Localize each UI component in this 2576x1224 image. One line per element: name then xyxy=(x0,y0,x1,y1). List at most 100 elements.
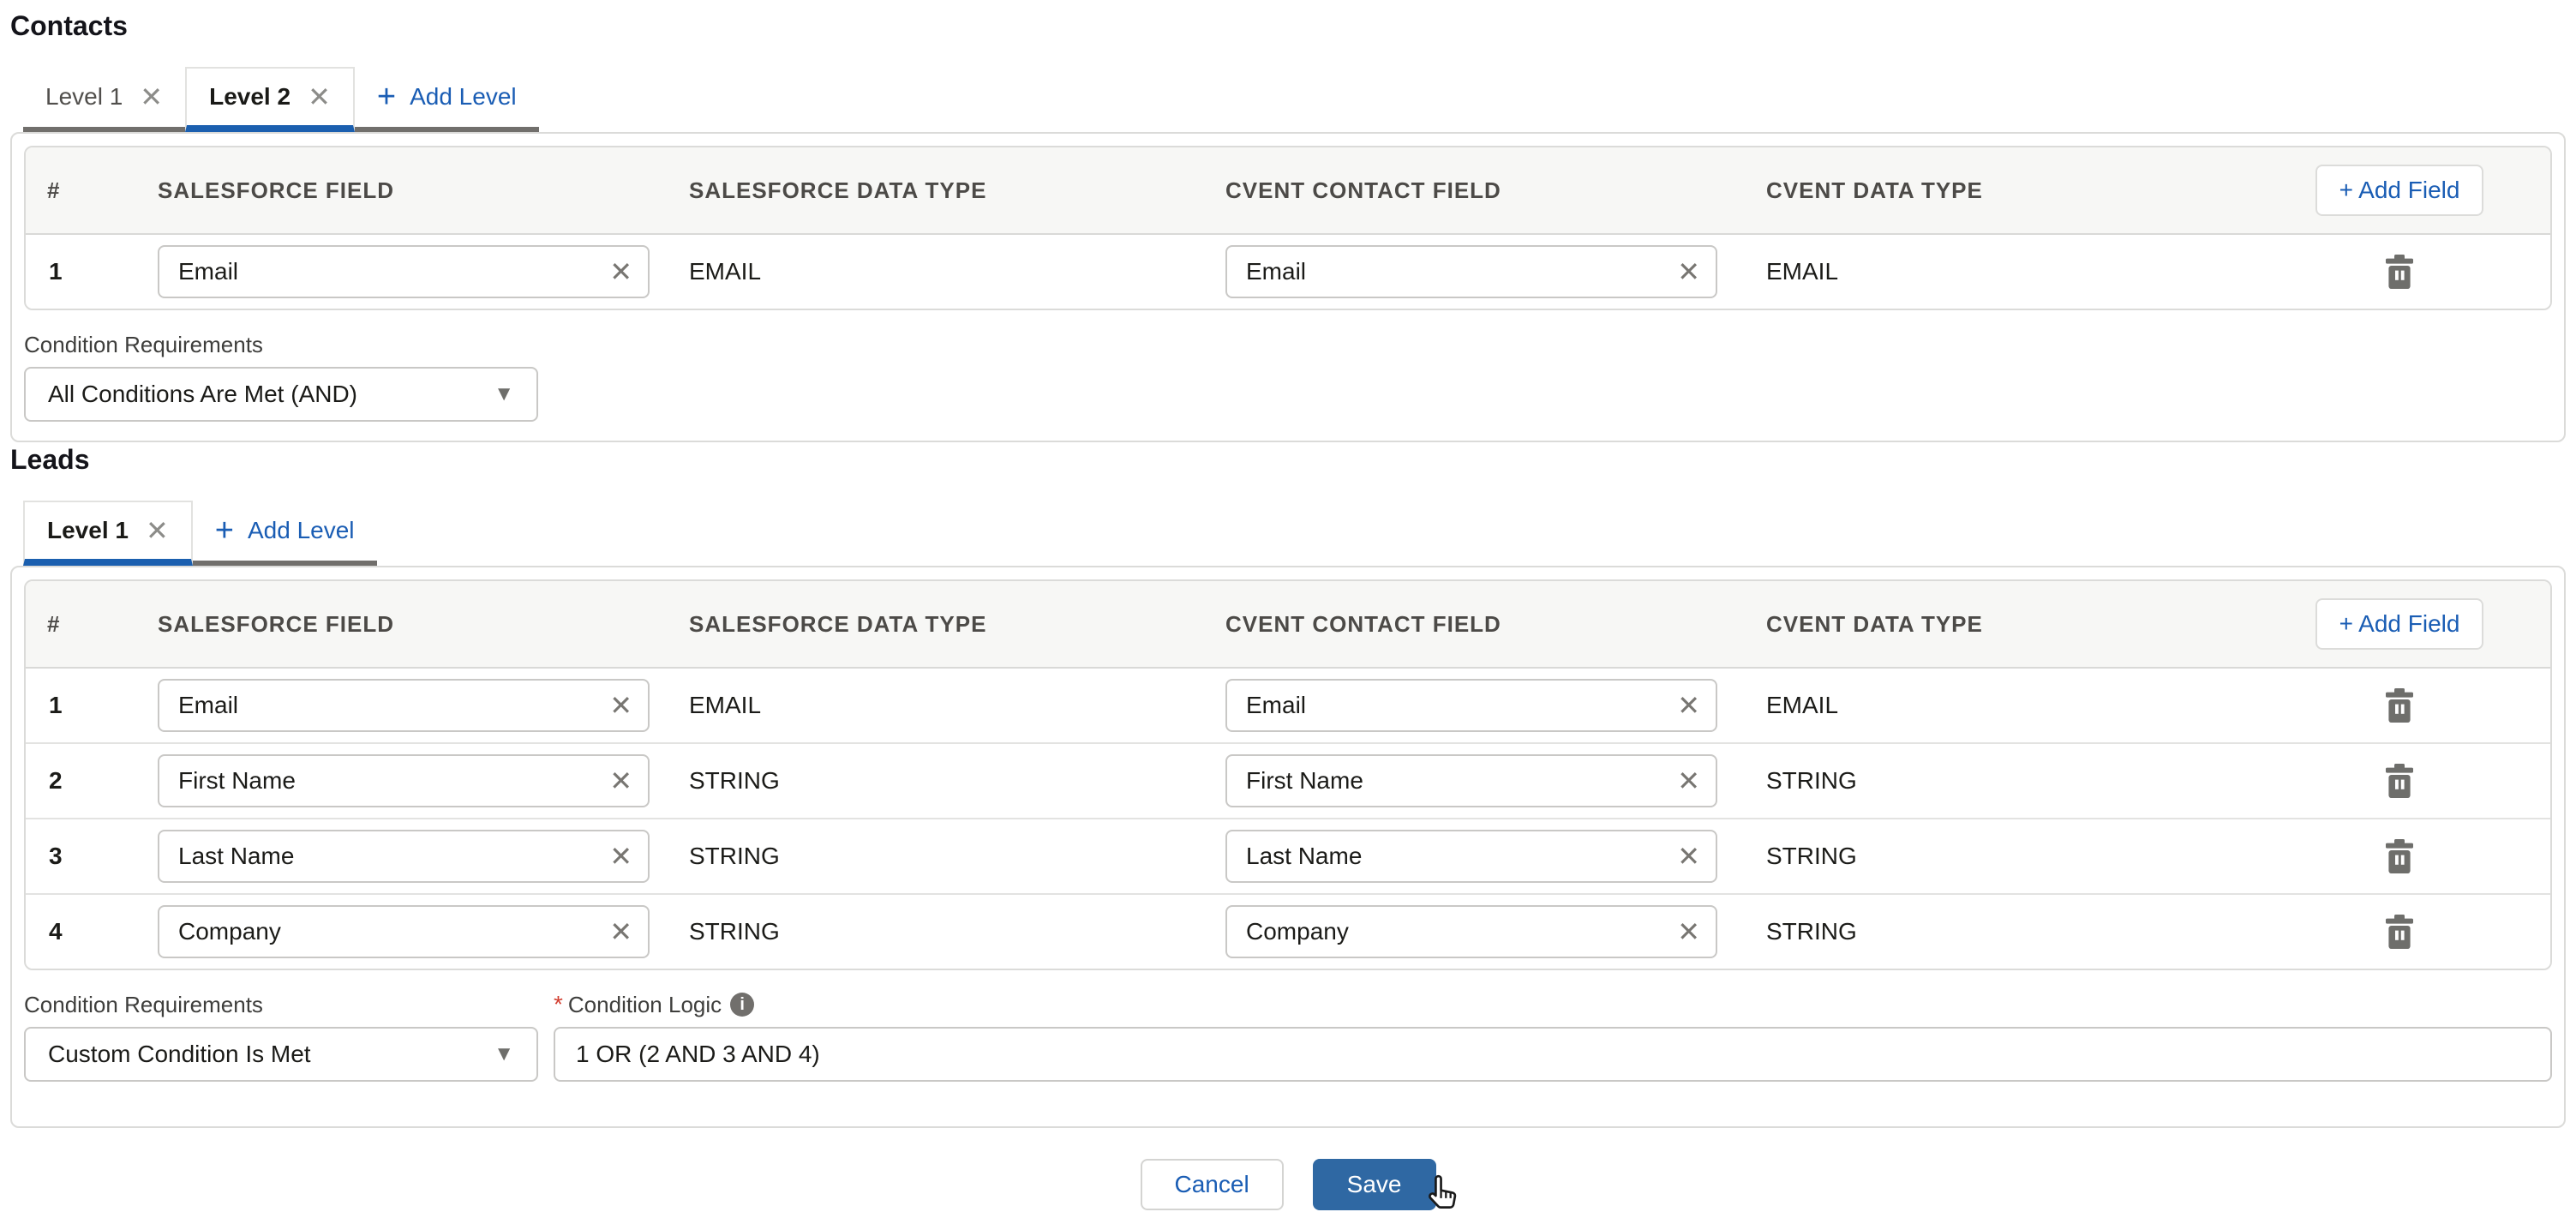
cvent-field-input[interactable] xyxy=(1225,830,1717,883)
row-number: 4 xyxy=(49,918,63,945)
clear-icon[interactable]: ✕ xyxy=(1677,765,1700,796)
clear-icon[interactable]: ✕ xyxy=(609,765,632,796)
tab-label: Level 2 xyxy=(209,83,291,110)
cvent-field-combobox: ✕ xyxy=(1225,754,1717,807)
leads-add-level-tab[interactable]: + Add Level xyxy=(192,501,377,566)
row-number: 1 xyxy=(49,258,63,285)
condition-logic-label: * Condition Logic i xyxy=(554,991,2552,1018)
condition-requirements-label: Condition Requirements xyxy=(24,991,263,1017)
add-field-button[interactable]: + Add Field xyxy=(2315,598,2483,650)
contacts-tabstrip: Level 1 ✕ Level 2 ✕ + Add Level xyxy=(23,67,2566,132)
clear-icon[interactable]: ✕ xyxy=(1677,256,1700,287)
salesforce-data-type-value: STRING xyxy=(689,918,780,945)
trash-icon[interactable] xyxy=(2383,254,2416,290)
close-icon[interactable]: ✕ xyxy=(140,81,164,112)
cvent-data-type-value: STRING xyxy=(1766,767,1857,794)
column-header-salesforce-data-type: SALESFORCE DATA TYPE xyxy=(689,177,987,203)
salesforce-field-input[interactable] xyxy=(158,679,650,732)
condition-logic-input[interactable] xyxy=(554,1027,2552,1082)
column-header-salesforce-field: SALESFORCE FIELD xyxy=(158,177,395,203)
column-header-cvent-contact-field: CVENT CONTACT FIELD xyxy=(1225,610,1501,637)
contacts-tab-level-1[interactable]: Level 1 ✕ xyxy=(23,67,186,132)
trash-icon[interactable] xyxy=(2383,914,2416,950)
close-icon[interactable]: ✕ xyxy=(145,515,169,546)
plus-icon: + xyxy=(376,79,397,115)
contacts-mapping-table: # SALESFORCE FIELD SALESFORCE DATA TYPE … xyxy=(24,146,2552,310)
salesforce-field-combobox: ✕ xyxy=(158,754,650,807)
cvent-field-input[interactable] xyxy=(1225,754,1717,807)
table-row: 3 ✕ STRING ✕ STRING xyxy=(26,819,2550,895)
table-row: 1 ✕ EMAIL ✕ EMAIL xyxy=(26,235,2550,309)
column-header-salesforce-data-type: SALESFORCE DATA TYPE xyxy=(689,610,987,637)
contacts-add-level-tab[interactable]: + Add Level xyxy=(354,67,539,132)
condition-requirements-label: Condition Requirements xyxy=(24,331,263,357)
cancel-button[interactable]: Cancel xyxy=(1140,1159,1284,1210)
salesforce-field-input[interactable] xyxy=(158,830,650,883)
salesforce-field-combobox: ✕ xyxy=(158,245,650,298)
add-field-button[interactable]: + Add Field xyxy=(2315,165,2483,216)
salesforce-field-combobox: ✕ xyxy=(158,830,650,883)
cvent-field-input[interactable] xyxy=(1225,905,1717,958)
row-number: 2 xyxy=(49,767,63,794)
clear-icon[interactable]: ✕ xyxy=(609,690,632,721)
chevron-down-icon: ▼ xyxy=(494,1042,514,1065)
leads-title: Leads xyxy=(10,444,90,475)
salesforce-field-input[interactable] xyxy=(158,754,650,807)
clear-icon[interactable]: ✕ xyxy=(609,256,632,287)
table-row: 2 ✕ STRING ✕ STRING xyxy=(26,744,2550,819)
condition-requirements-select[interactable]: Custom Condition Is Met ▼ xyxy=(24,1027,538,1082)
tab-label: Level 1 xyxy=(47,517,129,543)
trash-icon[interactable] xyxy=(2383,687,2416,723)
clear-icon[interactable]: ✕ xyxy=(609,841,632,872)
cvent-data-type-value: EMAIL xyxy=(1766,258,1839,285)
save-button[interactable]: Save xyxy=(1312,1159,1456,1210)
table-header-row: # SALESFORCE FIELD SALESFORCE DATA TYPE … xyxy=(26,581,2550,669)
contacts-title: Contacts xyxy=(10,10,128,41)
salesforce-data-type-value: EMAIL xyxy=(689,258,762,285)
column-header-cvent-data-type: CVENT DATA TYPE xyxy=(1766,177,1983,203)
cvent-data-type-value: STRING xyxy=(1766,918,1857,945)
clear-icon[interactable]: ✕ xyxy=(609,916,632,947)
contacts-tab-level-2[interactable]: Level 2 ✕ xyxy=(185,67,355,132)
column-header-cvent-data-type: CVENT DATA TYPE xyxy=(1766,610,1983,637)
cvent-field-combobox: ✕ xyxy=(1225,830,1717,883)
cvent-field-input[interactable] xyxy=(1225,679,1717,732)
row-number: 1 xyxy=(49,692,63,718)
column-header-number: # xyxy=(47,177,61,203)
salesforce-field-input[interactable] xyxy=(158,245,650,298)
leads-tab-level-1[interactable]: Level 1 ✕ xyxy=(23,501,193,566)
close-icon[interactable]: ✕ xyxy=(308,81,331,112)
column-header-cvent-contact-field: CVENT CONTACT FIELD xyxy=(1225,177,1501,203)
trash-icon[interactable] xyxy=(2383,838,2416,874)
cursor-pointer-icon xyxy=(1424,1173,1464,1218)
chevron-down-icon: ▼ xyxy=(494,382,514,405)
leads-tabstrip: Level 1 ✕ + Add Level xyxy=(23,501,2566,566)
column-header-number: # xyxy=(47,610,61,637)
table-header-row: # SALESFORCE FIELD SALESFORCE DATA TYPE … xyxy=(26,147,2550,235)
leads-mapping-table: # SALESFORCE FIELD SALESFORCE DATA TYPE … xyxy=(24,579,2552,970)
info-icon[interactable]: i xyxy=(730,993,755,1017)
cvent-field-combobox: ✕ xyxy=(1225,905,1717,958)
salesforce-field-input[interactable] xyxy=(158,905,650,958)
salesforce-data-type-value: STRING xyxy=(689,767,780,794)
leads-card: # SALESFORCE FIELD SALESFORCE DATA TYPE … xyxy=(10,566,2566,1128)
trash-icon[interactable] xyxy=(2383,763,2416,799)
salesforce-field-combobox: ✕ xyxy=(158,905,650,958)
clear-icon[interactable]: ✕ xyxy=(1677,916,1700,947)
contacts-card: # SALESFORCE FIELD SALESFORCE DATA TYPE … xyxy=(10,132,2566,442)
condition-requirements-select[interactable]: All Conditions Are Met (AND) ▼ xyxy=(24,367,538,422)
footer-actions: Cancel Save xyxy=(10,1159,2566,1210)
cvent-field-input[interactable] xyxy=(1225,245,1717,298)
contacts-section: Contacts Level 1 ✕ Level 2 ✕ + Add Level… xyxy=(10,9,2566,442)
selected-option: All Conditions Are Met (AND) xyxy=(48,381,358,407)
add-level-label: Add Level xyxy=(247,517,355,543)
clear-icon[interactable]: ✕ xyxy=(1677,690,1700,721)
cvent-data-type-value: EMAIL xyxy=(1766,692,1839,718)
selected-option: Custom Condition Is Met xyxy=(48,1041,311,1067)
column-header-salesforce-field: SALESFORCE FIELD xyxy=(158,610,395,637)
clear-icon[interactable]: ✕ xyxy=(1677,841,1700,872)
tab-label: Level 1 xyxy=(45,83,123,110)
cvent-field-combobox: ✕ xyxy=(1225,679,1717,732)
table-row: 1 ✕ EMAIL ✕ EMAIL xyxy=(26,669,2550,744)
